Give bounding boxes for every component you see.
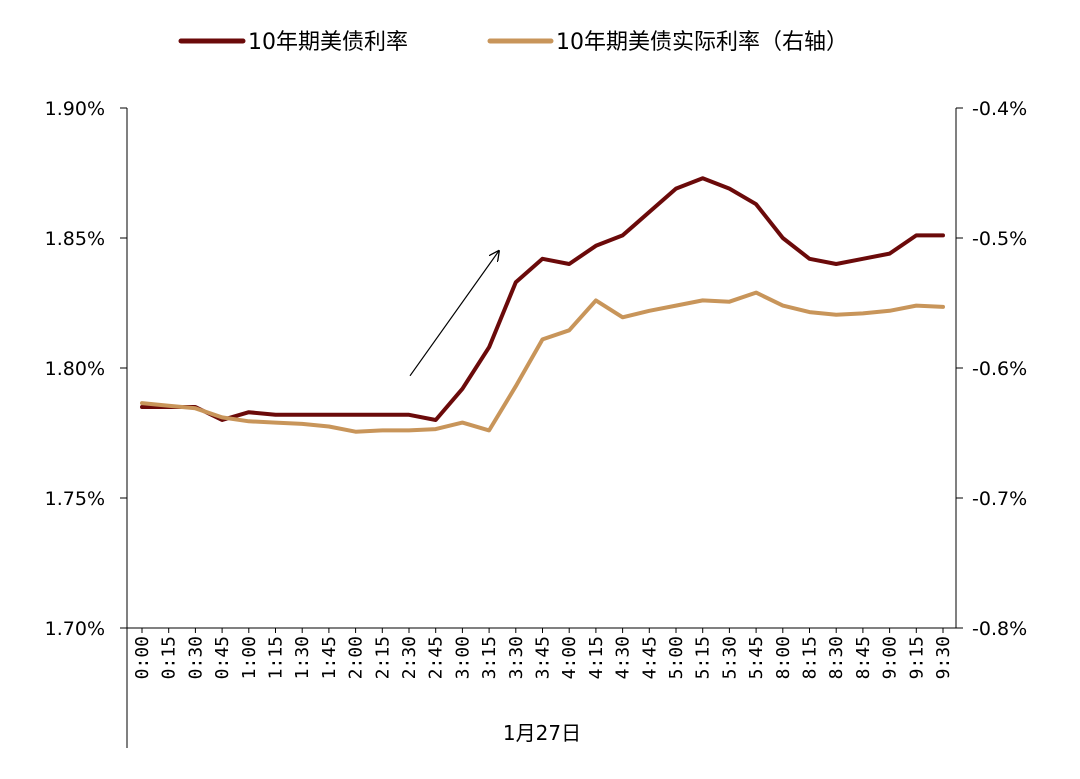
x-tick-label: 1:00 bbox=[239, 636, 260, 679]
x-tick-label: 3:15 bbox=[479, 636, 500, 679]
x-tick-label: 8:15 bbox=[800, 636, 821, 679]
legend-label-series-0: 10年期美债利率 bbox=[248, 30, 408, 55]
x-tick-label: 9:30 bbox=[933, 636, 954, 679]
x-tick-label: 2:45 bbox=[426, 636, 447, 679]
series-layer bbox=[140, 176, 945, 434]
x-tick-label: 2:30 bbox=[399, 636, 420, 679]
x-tick-label: 5:45 bbox=[746, 636, 767, 679]
x-tick-label: 8:30 bbox=[826, 636, 847, 679]
right-tick-label: -0.5% bbox=[972, 228, 1027, 250]
x-tick-label: 3:30 bbox=[506, 636, 527, 679]
x-tick-label: 9:15 bbox=[906, 636, 927, 679]
x-axis-label: 1月27日 bbox=[503, 721, 581, 745]
left-tick-label: 1.85% bbox=[45, 228, 105, 250]
left-axis-ticks: 1.70% 1.75% 1.80% 1.85% 1.90% bbox=[45, 98, 127, 640]
x-tick-label: 0:30 bbox=[185, 636, 206, 679]
right-tick-label: -0.4% bbox=[972, 98, 1027, 120]
x-tick-label: 5:15 bbox=[693, 636, 714, 679]
x-tick-label: 1:45 bbox=[319, 636, 340, 679]
annotation-arrow bbox=[409, 251, 499, 377]
x-tick-label: 3:00 bbox=[452, 636, 473, 679]
x-tick-label: 0:00 bbox=[132, 636, 153, 679]
right-tick-label: -0.7% bbox=[972, 488, 1027, 510]
x-tick-label: 5:30 bbox=[719, 636, 740, 679]
x-tick-label: 1:30 bbox=[292, 636, 313, 679]
x-tick-label: 0:15 bbox=[159, 636, 180, 679]
x-tick-label: 2:15 bbox=[372, 636, 393, 679]
right-tick-label: -0.6% bbox=[972, 358, 1027, 380]
left-tick-label: 1.90% bbox=[45, 98, 105, 120]
series-line-0 bbox=[140, 176, 945, 422]
x-tick-label: 2:00 bbox=[346, 636, 367, 679]
axes: 1.70% 1.75% 1.80% 1.85% 1.90% -0.8% -0.7% -0.6… bbox=[45, 98, 1027, 748]
x-tick-label: 4:15 bbox=[586, 636, 607, 679]
x-tick-label: 4:00 bbox=[559, 636, 580, 679]
left-tick-label: 1.70% bbox=[45, 618, 105, 640]
series-line-1 bbox=[140, 290, 945, 434]
x-tick-label: 8:45 bbox=[853, 636, 874, 679]
legend: 10年期美债利率 10年期美债实际利率（右轴） bbox=[178, 30, 848, 55]
left-tick-label: 1.80% bbox=[45, 358, 105, 380]
x-tick-label: 3:45 bbox=[533, 636, 554, 679]
x-tick-label: 8:00 bbox=[773, 636, 794, 679]
x-tick-label: 0:45 bbox=[212, 636, 233, 679]
x-tick-label: 4:45 bbox=[639, 636, 660, 679]
left-tick-label: 1.75% bbox=[45, 488, 105, 510]
legend-label-series-1: 10年期美债实际利率（右轴） bbox=[556, 30, 848, 55]
x-tick-label: 1:15 bbox=[266, 636, 287, 679]
right-axis-ticks: -0.8% -0.7% -0.6% -0.5% -0.4% bbox=[956, 98, 1027, 640]
x-tick-label: 4:30 bbox=[613, 636, 634, 679]
x-tick-label: 9:00 bbox=[880, 636, 901, 679]
right-tick-label: -0.8% bbox=[972, 618, 1027, 640]
x-tick-label: 5:00 bbox=[666, 636, 687, 679]
x-axis-ticks: 0:00 0:15 0:30 0:45 1:00 1:15 1:30 1:45 2:00 2:15… bbox=[132, 628, 954, 679]
